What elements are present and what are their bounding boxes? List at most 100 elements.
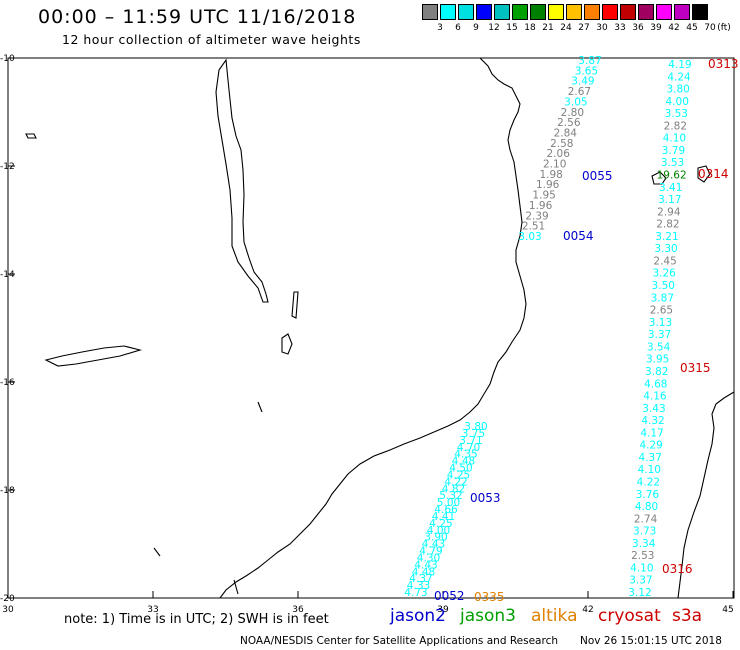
wave-height-value: 2.45 bbox=[653, 255, 676, 267]
river-3 bbox=[233, 579, 239, 595]
wave-height-value: 3.53 bbox=[661, 157, 684, 169]
scale-swatch bbox=[656, 4, 672, 20]
pass-label-0055: 0055 bbox=[582, 169, 613, 183]
scale-swatch bbox=[638, 4, 654, 20]
scale-swatch bbox=[476, 4, 492, 20]
scale-swatch bbox=[692, 4, 708, 20]
y-tick-label: -14 bbox=[0, 270, 15, 280]
wave-height-value: 3.54 bbox=[647, 341, 671, 353]
wave-height-value: 4.10 bbox=[630, 562, 653, 574]
wave-height-value: 4.32 bbox=[641, 415, 664, 427]
wave-height-value: 2.10 bbox=[543, 159, 566, 171]
wave-height-value: 4.24 bbox=[667, 71, 691, 83]
wave-height-value: 2.80 bbox=[561, 107, 584, 119]
wave-height-value: 3.82 bbox=[645, 366, 668, 378]
african-coast-north bbox=[219, 57, 527, 599]
scale-label: 18 bbox=[524, 23, 536, 33]
axis-ticks: 30 33 36 39 42 45 -10 -12 -14 -16 -18 -20 bbox=[0, 54, 734, 615]
wave-height-value: 4.82 bbox=[442, 483, 465, 495]
scale-label: 33 bbox=[614, 23, 626, 33]
scale-label: 45 bbox=[686, 23, 698, 33]
wave-height-value: 19.62 bbox=[657, 170, 687, 182]
wave-height-value: 4.25 bbox=[447, 469, 470, 481]
wave-height-value: 3.71 bbox=[459, 435, 482, 447]
wave-height-value: 5.00 bbox=[437, 497, 460, 509]
wave-height-value: 2.56 bbox=[557, 117, 581, 129]
wave-height-value: 4.73 bbox=[404, 587, 427, 599]
wave-height-value: 3.43 bbox=[642, 403, 665, 415]
wave-height-value: 3.26 bbox=[652, 268, 676, 280]
scale-swatch bbox=[674, 4, 690, 20]
wave-height-value: 4.16 bbox=[643, 391, 667, 403]
x-tick-label: 36 bbox=[292, 605, 304, 615]
wave-height-value: 1.96 bbox=[536, 179, 560, 191]
scale-label: 6 bbox=[455, 23, 461, 33]
wave-height-value: 4.37 bbox=[409, 573, 432, 585]
river-1 bbox=[257, 401, 263, 413]
wave-height-value: 4.66 bbox=[434, 504, 458, 516]
scale-label: 39 bbox=[650, 23, 662, 33]
pass-label-0313: 0313 bbox=[708, 57, 739, 71]
wave-height-value: 2.84 bbox=[554, 127, 578, 139]
wave-height-value: 4.22 bbox=[444, 476, 467, 488]
wave-height-value: 3.79 bbox=[662, 145, 685, 157]
scale-label: 24 bbox=[560, 23, 572, 33]
wave-height-value: 3.34 bbox=[632, 538, 656, 550]
wave-height-value: 3.49 bbox=[571, 76, 594, 88]
scale-label: 42 bbox=[668, 23, 680, 33]
nw-lake bbox=[25, 133, 37, 139]
scale-label: 12 bbox=[488, 23, 500, 33]
wave-height-value: 2.82 bbox=[656, 219, 679, 231]
wave-height-value: 4.80 bbox=[635, 501, 658, 513]
wave-height-value: 4.37 bbox=[639, 452, 662, 464]
wave-height-value: 3.17 bbox=[658, 194, 681, 206]
map-subtitle: 12 hour collection of altimeter wave hei… bbox=[62, 32, 361, 47]
mayotte-island bbox=[697, 165, 711, 183]
wave-height-value: 4.41 bbox=[432, 511, 455, 523]
pass-label-0052: 0052 bbox=[434, 589, 465, 603]
wave-height-value: 2.74 bbox=[634, 513, 658, 525]
wave-height-value: 3.12 bbox=[628, 587, 651, 599]
wave-height-value: 2.51 bbox=[522, 221, 545, 233]
scale-label: 36 bbox=[632, 23, 644, 33]
scale-label: 3 bbox=[437, 23, 443, 33]
madagascar-coast bbox=[677, 391, 735, 599]
scale-label: 70 bbox=[704, 23, 716, 33]
footer-note: note: 1) Time is in UTC; 2) SWH is in fe… bbox=[64, 612, 329, 627]
wave-height-value: 2.65 bbox=[650, 305, 673, 317]
y-tick-label: -18 bbox=[0, 486, 15, 496]
y-tick-label: -10 bbox=[0, 54, 15, 64]
wave-height-value: 3.95 bbox=[646, 354, 669, 366]
pass-labels: 0055 0054 0053 0052 0335 0313 0314 0315 0316 bbox=[434, 57, 739, 604]
wave-height-value: 3.87 bbox=[578, 55, 601, 67]
scale-swatch bbox=[440, 4, 456, 20]
scale-label: 9 bbox=[473, 23, 479, 33]
wave-height-value: 3.41 bbox=[659, 182, 682, 194]
scale-swatch bbox=[548, 4, 564, 20]
scale-label: 15 bbox=[506, 23, 518, 33]
wave-height-value: 4.48 bbox=[452, 456, 475, 468]
legend-cryosat: cryosat bbox=[598, 606, 661, 626]
wave-height-value: 3.65 bbox=[575, 65, 598, 77]
pass-label-0315: 0315 bbox=[680, 361, 711, 375]
credit-text: NOAA/NESDIS Center for Satellite Applica… bbox=[240, 635, 558, 647]
wave-height-value: 3.30 bbox=[654, 243, 677, 255]
legend-s3a: s3a bbox=[672, 606, 703, 626]
y-tick-label: -16 bbox=[0, 378, 15, 388]
scale-label: 27 bbox=[578, 23, 590, 33]
y-tick-label: -12 bbox=[0, 162, 15, 172]
wave-height-value: 2.82 bbox=[664, 120, 687, 132]
wave-height-value: 1.98 bbox=[539, 169, 562, 181]
wave-height-value: 3.03 bbox=[518, 231, 541, 243]
x-tick-label: 45 bbox=[722, 605, 733, 615]
scale-label: 21 bbox=[542, 23, 554, 33]
wave-height-value: 3.50 bbox=[652, 280, 675, 292]
scale-unit: (ft) bbox=[717, 23, 731, 33]
pass-label-0335: 0335 bbox=[474, 590, 505, 604]
river-2 bbox=[153, 547, 161, 557]
wave-height-value: 3.80 bbox=[666, 84, 689, 96]
wave-height-value: 4.22 bbox=[637, 476, 660, 488]
wave-height-value: 4.43 bbox=[422, 539, 445, 551]
wave-height-value: 2.53 bbox=[631, 550, 654, 562]
scale-swatch bbox=[494, 4, 510, 20]
